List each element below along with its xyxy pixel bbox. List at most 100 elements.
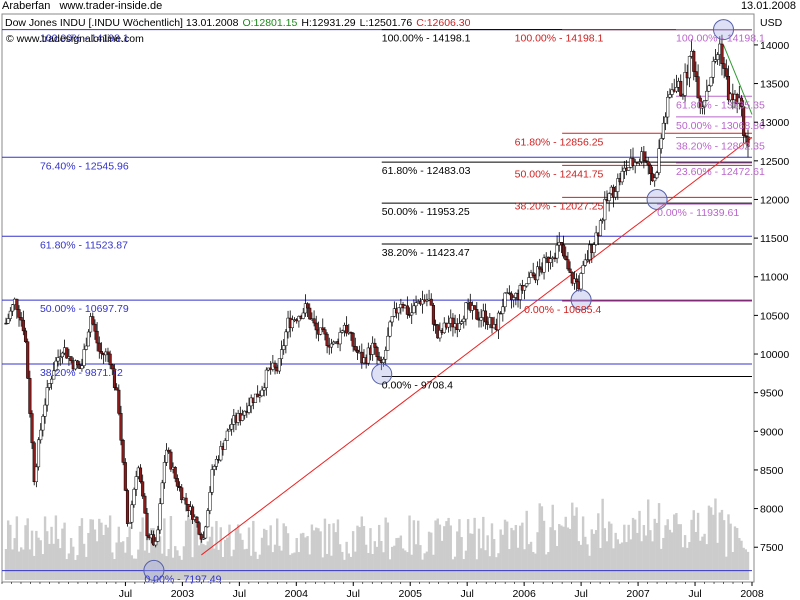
chart-title: Dow Jones INDU [.INDU Wöchentlich] 13.01… [5, 17, 239, 29]
volume-bar [423, 553, 426, 580]
candle-body [631, 158, 635, 166]
candle-body [86, 331, 90, 347]
candle-body [659, 138, 663, 149]
candle-body [570, 272, 574, 284]
candle-body [256, 393, 260, 398]
volume-bar [41, 554, 45, 580]
low-value: L:12501.76 [360, 17, 413, 29]
volume-bar [343, 559, 346, 580]
volume-bar [360, 516, 364, 580]
volume-bar [85, 556, 88, 580]
volume-bar [6, 520, 10, 580]
volume-bar [731, 551, 735, 580]
volume-bar [299, 533, 303, 580]
candle-body [531, 272, 535, 276]
x-tick-label: Jul [233, 588, 246, 600]
fib-label: 100.00% - 14198.1 [40, 33, 129, 45]
volume-bar [540, 506, 544, 580]
volume-bar [733, 526, 737, 580]
volume-bar [226, 537, 229, 580]
volume-bar [692, 510, 695, 580]
volume-bar [382, 552, 385, 580]
volume-bar [104, 524, 108, 580]
candle-body [8, 310, 12, 319]
candle-body [568, 268, 572, 273]
candle-body [197, 522, 201, 535]
volume-bar [284, 526, 288, 580]
volume-bar [163, 518, 166, 580]
volume-bar [247, 527, 251, 580]
volume-bar [252, 520, 255, 580]
candle-body [366, 347, 370, 364]
volume-bar [278, 545, 281, 580]
volume-bar [332, 523, 335, 580]
volume-bar [417, 520, 420, 580]
volume-bar [746, 551, 750, 580]
volume-bar [206, 541, 209, 580]
volume-bar [401, 548, 405, 580]
volume-bar [657, 503, 661, 580]
volume-bar [414, 544, 418, 580]
candle-body [314, 322, 318, 331]
volume-bar [260, 537, 264, 580]
volume-bar [204, 545, 207, 580]
volume-bar [80, 518, 84, 580]
chart-title-line: Dow Jones INDU [.INDU Wöchentlich] 13.01… [5, 17, 471, 29]
fib-label: 0.00% - 11939.61 [657, 207, 739, 219]
volume-bar [275, 518, 279, 580]
pivot-circle [713, 19, 735, 41]
volume-bar [347, 553, 350, 580]
candle-body [219, 446, 223, 461]
volume-bar [208, 536, 212, 580]
fib-label: 50.00% - 11953.25 [382, 206, 470, 218]
candle-body [178, 486, 182, 488]
volume-bar [349, 556, 353, 580]
volume-bar [19, 547, 23, 580]
volume-bar [328, 523, 331, 580]
volume-bar [82, 543, 86, 580]
volume-bar [150, 528, 153, 580]
candle-body [522, 285, 527, 291]
volume-bar [128, 526, 131, 580]
candle-body [134, 476, 138, 490]
header-date: 13.01.2008 [740, 0, 796, 12]
volume-bar [137, 549, 140, 580]
volume-bar [54, 515, 58, 580]
candle-body [412, 305, 416, 314]
volume-bar [17, 551, 21, 580]
volume-bar [130, 555, 134, 580]
y-tick-label: 8000 [760, 504, 784, 516]
volume-bar [126, 537, 129, 580]
volume-bar [325, 553, 329, 580]
candle-body [687, 56, 691, 79]
candle-body [132, 489, 136, 506]
volume-bar [115, 542, 118, 580]
candle-body [696, 76, 700, 99]
y-tick-label: 7500 [760, 542, 784, 554]
volume-bar [542, 520, 546, 580]
volume-bar [93, 529, 97, 580]
candle-body [91, 316, 95, 325]
volume-bar [65, 559, 68, 580]
pivot-circle [143, 559, 165, 581]
candle-body [562, 244, 566, 257]
candle-body [535, 266, 540, 281]
candle-body [644, 160, 648, 162]
candle-body [54, 360, 58, 372]
volume-bar [610, 523, 613, 580]
volume-bar [612, 548, 615, 580]
volume-bar [560, 525, 563, 580]
volume-bar [644, 535, 648, 580]
candle-body [692, 51, 696, 72]
volume-bar [438, 524, 442, 580]
volume-bar [505, 521, 509, 580]
volume-bar [623, 524, 626, 580]
volume-bar [443, 526, 446, 580]
candle-body [431, 305, 435, 325]
candle-body [390, 316, 394, 323]
x-tick-label: 2003 [171, 588, 195, 600]
volume-bar [646, 499, 650, 580]
candle-body [355, 349, 360, 353]
volume-bar [532, 551, 535, 580]
pivot-circle [570, 289, 592, 311]
